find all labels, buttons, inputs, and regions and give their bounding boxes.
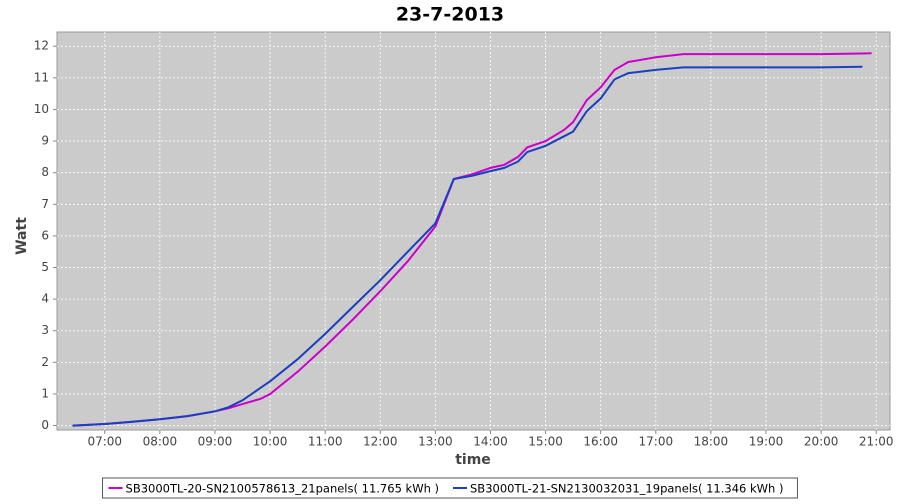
y-tick-label: 2 — [41, 355, 49, 369]
x-tick-label: 09:00 — [198, 435, 233, 449]
y-tick-label: 1 — [41, 386, 49, 400]
chart-title: 23-7-2013 — [396, 4, 504, 26]
y-axis-label: Watt — [14, 217, 30, 255]
y-tick-label: 8 — [41, 165, 49, 179]
y-tick-label: 10 — [34, 102, 49, 116]
series-line — [72, 65, 863, 427]
x-tick-label: 16:00 — [583, 435, 618, 449]
x-tick-label: 10:00 — [253, 435, 288, 449]
y-tick-label: 6 — [41, 228, 49, 242]
y-tick-label: 5 — [41, 260, 49, 274]
x-tick-label: 19:00 — [749, 435, 784, 449]
x-tick-label: 11:00 — [308, 435, 343, 449]
x-tick-label: 14:00 — [473, 435, 508, 449]
y-tick-label: 4 — [41, 292, 49, 306]
y-tick-label: 12 — [34, 39, 49, 53]
legend-label: SB3000TL-20-SN2100578613_21panels( 11.76… — [126, 482, 439, 496]
x-tick-label: 21:00 — [859, 435, 894, 449]
x-tick-label: 13:00 — [418, 435, 453, 449]
x-tick-label: 08:00 — [143, 435, 178, 449]
x-axis-label: time — [455, 452, 491, 468]
y-tick-label: 7 — [41, 197, 49, 211]
y-tick-label: 9 — [41, 134, 49, 148]
legend-box — [102, 477, 798, 499]
y-tick-label: 3 — [41, 323, 49, 337]
x-tick-label: 17:00 — [639, 435, 674, 449]
x-tick-label: 20:00 — [804, 435, 839, 449]
x-tick-label: 07:00 — [87, 435, 122, 449]
y-tick-label: 11 — [34, 70, 49, 84]
plot-area — [56, 31, 891, 431]
legend: SB3000TL-20-SN2100578613_21panels( 11.76… — [102, 477, 798, 499]
legend-label: SB3000TL-21-SN2130032031_19panels( 11.34… — [470, 482, 783, 496]
x-tick-label: 15:00 — [528, 435, 563, 449]
x-tick-label: 12:00 — [363, 435, 398, 449]
x-tick-label: 18:00 — [694, 435, 729, 449]
y-tick-label: 0 — [41, 418, 49, 432]
